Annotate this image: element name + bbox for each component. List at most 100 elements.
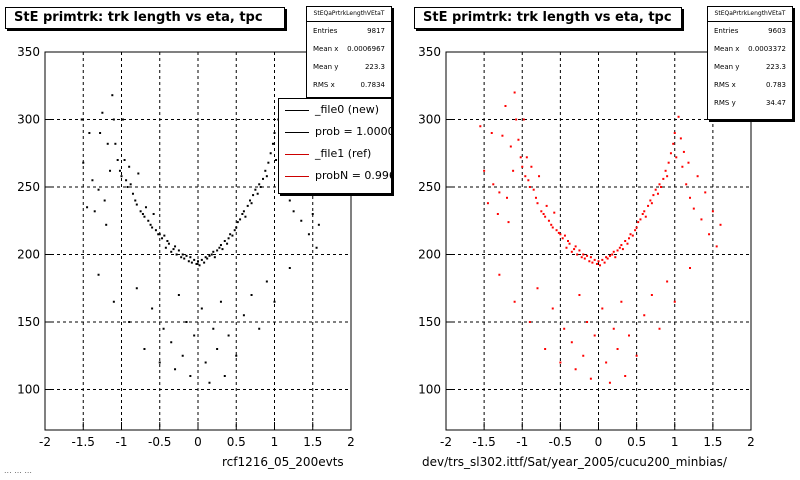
stats-row-entries: Entries 9603 [708,22,792,40]
data-point [288,267,291,269]
data-point [561,237,564,240]
data-point [203,261,206,264]
x-tick-label: -0.5 [148,435,171,449]
data-point [540,210,543,213]
data-point [112,300,115,303]
data-point [573,248,576,251]
x-tick-label: 1 [671,435,679,449]
data-point [185,254,188,257]
data-point [677,115,680,118]
data-point [170,341,173,344]
data-point [227,237,230,240]
x-tick-label: 2 [747,435,755,449]
data-point [128,165,131,168]
data-point [550,223,553,226]
data-point [210,253,213,256]
data-point [650,202,653,205]
data-point [269,152,272,155]
data-point [672,142,675,145]
data-point [158,233,161,236]
data-point [206,257,209,260]
stats-value: 9817 [367,27,385,35]
data-point [557,231,560,234]
data-point [183,257,186,260]
y-tick-label: 250 [418,180,441,194]
data-point [213,256,216,259]
data-point [143,348,146,350]
data-point [256,192,259,195]
footer-left-partial: ... ... ... [4,466,32,475]
data-point [317,223,320,226]
x-tick-label: 0 [194,435,202,449]
data-point [650,294,653,296]
data-point [576,253,579,256]
data-point [254,188,257,191]
data-point [551,307,554,310]
data-point [689,196,691,199]
data-point [597,260,600,263]
data-point [242,210,245,213]
y-tick-label: 200 [418,248,441,262]
data-point [193,334,196,337]
stats-label: RMS x [714,81,736,89]
data-point [246,204,249,207]
data-point [99,132,102,134]
x-tick-label: -2 [440,435,452,449]
data-point [515,118,518,121]
legend-entry: _file0 (new) [279,99,391,121]
data-point [628,237,630,240]
data-point [553,211,556,214]
data-point [644,215,647,218]
data-point [88,132,91,134]
data-point [536,287,539,290]
data-point [151,226,154,229]
data-point [273,132,276,134]
x-tick-label: 2 [347,435,355,449]
data-point [141,213,144,215]
data-point [185,321,188,323]
data-point [519,156,522,159]
data-point [611,253,614,256]
data-point [189,375,192,377]
data-point [563,234,566,237]
stats-value: 223.3 [364,63,385,71]
legend-line [285,154,309,155]
data-point [599,264,602,267]
data-point [122,118,125,121]
data-point [181,253,184,256]
data-point [242,314,245,317]
data-point [229,233,232,236]
data-point [605,256,608,259]
stats-value: 0.0006967 [347,45,385,53]
data-point [231,234,234,237]
data-point [307,233,310,236]
legend-entry: _file1 (ref) [279,143,391,165]
data-point [719,223,722,226]
data-point [639,218,642,221]
data-point [265,280,268,283]
data-point [252,194,255,197]
chart-title-left: StE primtrk: trk length vs eta, tpc [5,7,285,29]
data-point [570,341,573,344]
data-point [109,169,112,172]
x-tick-label: -1 [116,435,128,449]
data-point [559,361,562,364]
data-point [166,240,169,242]
data-point [249,199,252,202]
y-tick-label: 100 [17,383,40,397]
data-point [496,213,499,215]
data-point [139,210,142,213]
stats-label: Mean x [313,45,339,53]
data-point [570,250,573,253]
data-point [551,226,554,229]
data-point [157,233,160,236]
data-point [545,204,548,207]
data-point [212,250,215,253]
data-point [219,244,222,247]
data-point [97,273,100,276]
data-point [147,219,150,222]
y-tick-label: 300 [17,113,40,127]
data-point [208,254,211,257]
data-point [513,300,516,303]
data-point [483,169,486,172]
